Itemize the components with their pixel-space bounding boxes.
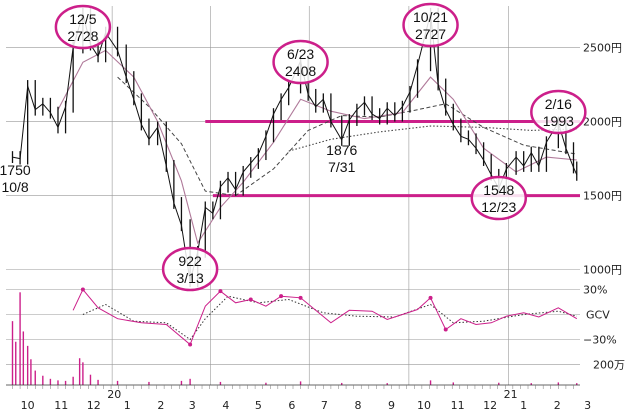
- month-tick-label: 10: [21, 399, 35, 412]
- month-tick-label: 2: [554, 399, 561, 412]
- month-tick-label: 12: [87, 399, 101, 412]
- moving-averages: [57, 49, 577, 245]
- month-tick-label: 1: [124, 399, 131, 412]
- ma-mid-line: [117, 76, 577, 197]
- month-tick-label: 12: [483, 399, 497, 412]
- ann-1223-circle: [470, 175, 528, 221]
- gcv-signal-line: [82, 295, 577, 341]
- ann-1223-line1: 1548: [483, 182, 514, 198]
- ann-0216-circle: [530, 89, 587, 135]
- year-tick-label: 21: [504, 388, 518, 401]
- price-tick-label: 1500円: [583, 190, 622, 203]
- gcv-panel: [72, 287, 578, 347]
- gcv-tick-label: GCV: [586, 309, 610, 322]
- month-tick-label: 3: [584, 399, 591, 412]
- grid-layer: [6, 6, 580, 385]
- ann-0623-circle: [272, 39, 329, 85]
- month-tick-label: 6: [288, 399, 295, 412]
- price-tick-label: 1000円: [583, 264, 622, 277]
- gcv-tick-label: −30%: [583, 334, 617, 347]
- gcv-signal-dot: [443, 327, 448, 332]
- ann-0313-line2: 3/13: [176, 270, 203, 286]
- month-tick-label: 5: [255, 399, 262, 412]
- ann-1021-line2: 2727: [415, 26, 446, 42]
- ann-0216-line2: 1993: [543, 113, 574, 129]
- ann-1021-line1: 10/21: [413, 9, 448, 25]
- month-tick-label: 11: [451, 399, 465, 412]
- gcv-signal-dot: [279, 294, 284, 299]
- gcv-line: [72, 288, 578, 346]
- ann-0313-circle: [161, 246, 219, 292]
- ann-0216-line1: 2/16: [545, 96, 572, 112]
- month-tick-label: 3: [189, 399, 196, 412]
- ann-1205-line2: 2728: [67, 28, 98, 44]
- ann-1205-circle: [54, 4, 112, 50]
- gcv-signal-dot: [188, 342, 193, 347]
- ann-1021-circle: [402, 2, 459, 48]
- ann-1205-line1: 12/5: [69, 11, 96, 27]
- gcv-signal-dot: [428, 295, 433, 300]
- ann-0313-line1: 922: [178, 253, 202, 269]
- ann-0623-line1: 6/23: [287, 46, 314, 62]
- month-tick-label: 10: [417, 399, 431, 412]
- price-tick-label: 2500円: [583, 41, 622, 54]
- gcv-signal-dot: [248, 297, 253, 302]
- ann-0731-line2: 7/31: [328, 159, 355, 175]
- ann-0731-line1: 1876: [326, 142, 357, 158]
- ma-short-line: [57, 49, 577, 245]
- ma-long-line: [288, 125, 577, 152]
- year-tick-label: 20: [107, 388, 121, 401]
- gcv-signal-dot: [298, 295, 303, 300]
- gcv-signal-dot: [218, 289, 223, 294]
- month-tick-label: 2: [157, 399, 164, 412]
- gcv-signal-dot: [80, 287, 85, 292]
- month-tick-label: 4: [222, 399, 229, 412]
- volume-tick-label: 200万: [593, 358, 625, 371]
- volume-panel: [11, 292, 578, 385]
- gcv-tick-label: 30%: [583, 284, 607, 297]
- ann-1008-line2: 10/8: [1, 179, 28, 195]
- ann-0623-line2: 2408: [285, 63, 316, 79]
- month-tick-label: 1: [520, 399, 527, 412]
- month-tick-label: 11: [54, 399, 68, 412]
- price-tick-label: 2000円: [583, 116, 622, 129]
- ann-1223-line2: 12/23: [481, 199, 516, 215]
- month-tick-label: 9: [388, 399, 395, 412]
- month-tick-label: 7: [321, 399, 328, 412]
- month-tick-label: 8: [354, 399, 361, 412]
- ann-1008-line1: 1750: [0, 162, 31, 178]
